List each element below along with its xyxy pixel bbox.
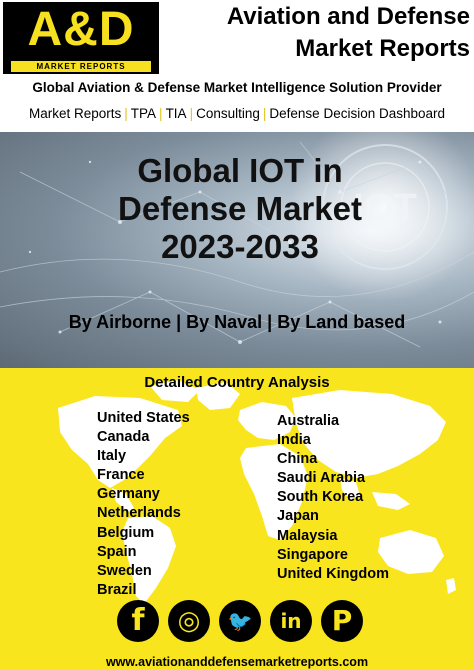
country-item: Sweden bbox=[97, 562, 152, 579]
country-item: France bbox=[97, 467, 145, 484]
country-item: Belgium bbox=[97, 524, 155, 541]
country-analysis-heading: Detailed Country Analysis bbox=[144, 374, 330, 391]
country-item: United States bbox=[97, 410, 190, 426]
country-item: China bbox=[277, 451, 318, 468]
country-list-left: United States Canada Italy France German… bbox=[97, 409, 190, 600]
logo-subtext: MARKET REPORTS bbox=[11, 61, 151, 72]
nav-separator: | bbox=[189, 106, 194, 121]
report-title-line3: 2023-2033 bbox=[161, 228, 319, 265]
country-item: India bbox=[277, 432, 311, 449]
twitter-icon[interactable]: 🐦 bbox=[219, 600, 261, 642]
report-title-line2: Defense Market bbox=[118, 190, 362, 227]
nav-item-market-reports[interactable]: Market Reports bbox=[28, 106, 122, 121]
logo[interactable]: A&D MARKET REPORTS bbox=[3, 2, 159, 74]
nav-item-tpa[interactable]: TPA bbox=[130, 106, 157, 121]
country-item: Singapore bbox=[277, 546, 348, 563]
linkedin-icon[interactable]: in bbox=[270, 600, 312, 642]
country-item: Australia bbox=[277, 413, 340, 429]
country-item: Germany bbox=[97, 486, 160, 503]
country-item: United Kingdom bbox=[277, 565, 389, 582]
country-item: Japan bbox=[277, 508, 319, 525]
report-title: Global IOT in Defense Market 2023-2033 bbox=[30, 152, 450, 266]
instagram-icon[interactable]: ◎ bbox=[168, 600, 210, 642]
facebook-icon[interactable]: f bbox=[117, 600, 159, 642]
service-nav: Market Reports | TPA | TIA | Consulting | Defens… bbox=[0, 106, 474, 121]
nav-separator: | bbox=[262, 106, 267, 121]
country-item: South Korea bbox=[277, 489, 364, 506]
nav-item-consulting[interactable]: Consulting bbox=[196, 106, 260, 121]
iot-watermark: IOT bbox=[353, 187, 416, 229]
country-item: Canada bbox=[97, 429, 150, 446]
world-map bbox=[58, 380, 456, 604]
logo-text: A&D bbox=[27, 3, 135, 56]
country-item: Brazil bbox=[97, 581, 137, 598]
header: A&D MARKET REPORTS Aviation and Defense … bbox=[0, 0, 474, 132]
country-item: Spain bbox=[97, 543, 137, 560]
country-item: Saudi Arabia bbox=[277, 470, 366, 487]
country-item: Italy bbox=[97, 448, 127, 465]
brand-title-line1: Aviation and Defense bbox=[226, 3, 470, 30]
tagline: Global Aviation & Defense Market Intelli… bbox=[32, 80, 442, 95]
social-links: f ◎ 🐦 in P bbox=[117, 600, 363, 644]
report-title-line1: Global IOT in bbox=[137, 152, 343, 189]
brand-title-line2: Market Reports bbox=[295, 35, 470, 62]
pinterest-icon[interactable]: P bbox=[321, 600, 363, 642]
network-background: IOT bbox=[0, 132, 474, 348]
country-section: Detailed Country Analysis United States … bbox=[0, 368, 474, 670]
nav-item-defense-decision-dashboard[interactable]: Defense Decision Dashboard bbox=[269, 106, 446, 121]
country-item: Netherlands bbox=[97, 505, 181, 522]
nav-separator: | bbox=[124, 106, 128, 121]
nav-item-tia[interactable]: TIA bbox=[165, 106, 187, 121]
segmentation-line: By Airborne | By Naval | By Land based bbox=[68, 312, 406, 332]
country-list-right: Australia India China Saudi Arabia South… bbox=[277, 412, 389, 584]
nav-separator: | bbox=[159, 106, 163, 121]
website-link[interactable]: www.aviationanddefensemarketreports.com bbox=[105, 655, 369, 669]
country-item: Malaysia bbox=[277, 527, 338, 544]
hero-banner: IOT Global IOT in Defense Market 2023-20… bbox=[0, 132, 474, 368]
